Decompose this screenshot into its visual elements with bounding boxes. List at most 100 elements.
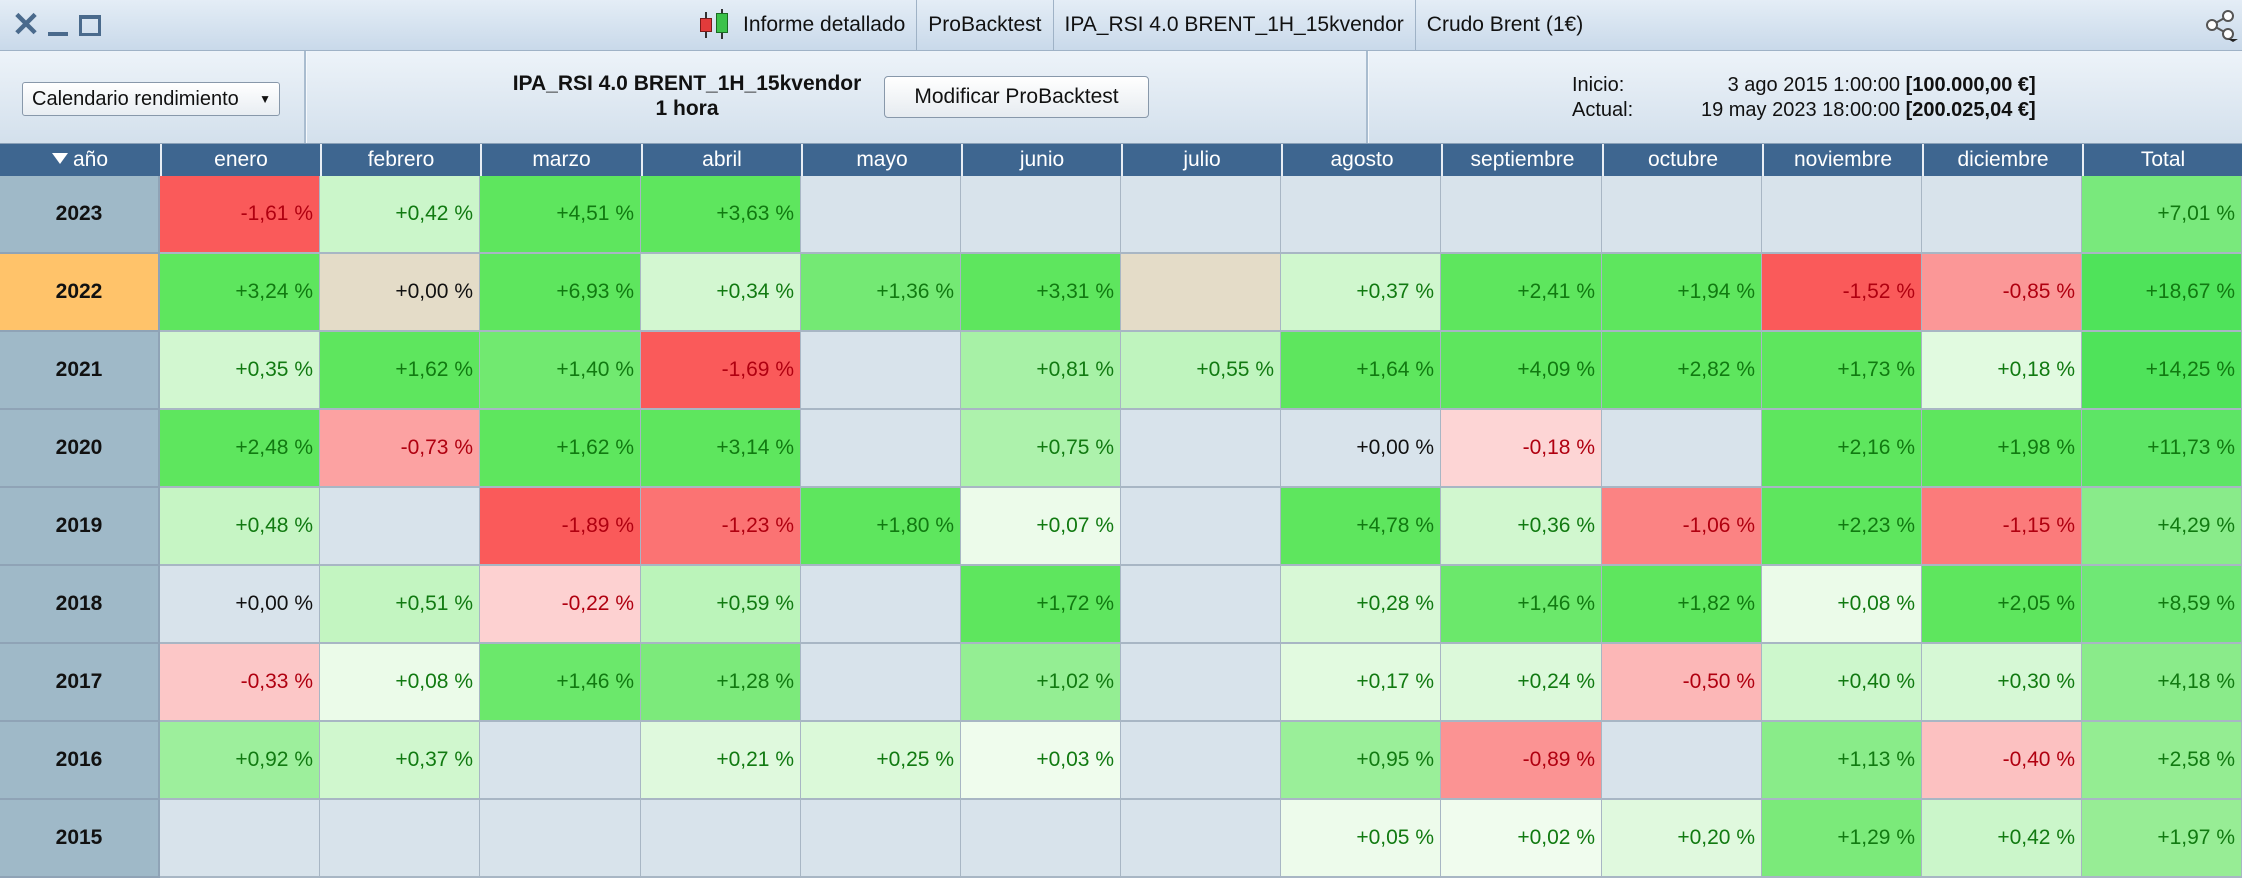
cell-2023-noviembre[interactable] [1762, 176, 1922, 254]
cell-2017-septiembre[interactable]: +0,24 % [1441, 644, 1602, 722]
cell-2015-enero[interactable] [160, 800, 320, 878]
cell-2015-septiembre[interactable]: +0,02 % [1441, 800, 1602, 878]
cell-2019-diciembre[interactable]: -1,15 % [1922, 488, 2082, 566]
cell-2018-octubre[interactable]: +1,82 % [1602, 566, 1762, 644]
cell-2019-septiembre[interactable]: +0,36 % [1441, 488, 1602, 566]
cell-2022-septiembre[interactable]: +2,41 % [1441, 254, 1602, 332]
column-header-julio[interactable]: julio [1121, 144, 1281, 176]
cell-2022-mayo[interactable]: +1,36 % [801, 254, 961, 332]
cell-2020-enero[interactable]: +2,48 % [160, 410, 320, 488]
cell-2023-mayo[interactable] [801, 176, 961, 254]
cell-2019-abril[interactable]: -1,23 % [641, 488, 801, 566]
cell-2017-julio[interactable] [1121, 644, 1281, 722]
calendar-select[interactable]: Calendario rendimiento ▼ [22, 82, 280, 116]
column-header-septiembre[interactable]: septiembre [1441, 144, 1602, 176]
row-year-2019[interactable]: 2019 [0, 488, 160, 566]
column-header-noviembre[interactable]: noviembre [1762, 144, 1922, 176]
cell-2022-enero[interactable]: +3,24 % [160, 254, 320, 332]
cell-2022-junio[interactable]: +3,31 % [961, 254, 1121, 332]
cell-2023-enero[interactable]: -1,61 % [160, 176, 320, 254]
cell-2020-marzo[interactable]: +1,62 % [480, 410, 641, 488]
row-year-2016[interactable]: 2016 [0, 722, 160, 800]
cell-2022-marzo[interactable]: +6,93 % [480, 254, 641, 332]
cell-2020-mayo[interactable] [801, 410, 961, 488]
tab-instrument[interactable]: Crudo Brent (1€) [1416, 0, 1594, 50]
cell-2016-septiembre[interactable]: -0,89 % [1441, 722, 1602, 800]
row-year-2021[interactable]: 2021 [0, 332, 160, 410]
cell-2018-diciembre[interactable]: +2,05 % [1922, 566, 2082, 644]
column-header-year[interactable]: año [0, 144, 160, 176]
cell-2023-febrero[interactable]: +0,42 % [320, 176, 480, 254]
cell-2021-agosto[interactable]: +1,64 % [1281, 332, 1441, 410]
cell-2019-marzo[interactable]: -1,89 % [480, 488, 641, 566]
cell-2019-octubre[interactable]: -1,06 % [1602, 488, 1762, 566]
cell-2016-mayo[interactable]: +0,25 % [801, 722, 961, 800]
cell-2015-abril[interactable] [641, 800, 801, 878]
cell-2018-marzo[interactable]: -0,22 % [480, 566, 641, 644]
cell-2017-marzo[interactable]: +1,46 % [480, 644, 641, 722]
cell-2015-marzo[interactable] [480, 800, 641, 878]
cell-2022-diciembre[interactable]: -0,85 % [1922, 254, 2082, 332]
cell-2017-octubre[interactable]: -0,50 % [1602, 644, 1762, 722]
cell-2018-septiembre[interactable]: +1,46 % [1441, 566, 1602, 644]
column-header-marzo[interactable]: marzo [480, 144, 641, 176]
cell-2015-agosto[interactable]: +0,05 % [1281, 800, 1441, 878]
cell-2016-julio[interactable] [1121, 722, 1281, 800]
cell-2022-febrero[interactable]: +0,00 % [320, 254, 480, 332]
cell-2020-diciembre[interactable]: +1,98 % [1922, 410, 2082, 488]
cell-2023-octubre[interactable] [1602, 176, 1762, 254]
cell-2015-julio[interactable] [1121, 800, 1281, 878]
cell-2017-agosto[interactable]: +0,17 % [1281, 644, 1441, 722]
cell-2018-mayo[interactable] [801, 566, 961, 644]
cell-2019-agosto[interactable]: +4,78 % [1281, 488, 1441, 566]
row-year-2015[interactable]: 2015 [0, 800, 160, 878]
cell-2022-julio[interactable] [1121, 254, 1281, 332]
column-header-enero[interactable]: enero [160, 144, 320, 176]
tab-strategy[interactable]: IPA_RSI 4.0 BRENT_1H_15kvendor [1054, 0, 1416, 50]
cell-2023-julio[interactable] [1121, 176, 1281, 254]
cell-2017-diciembre[interactable]: +0,30 % [1922, 644, 2082, 722]
column-header-octubre[interactable]: octubre [1602, 144, 1762, 176]
cell-2021-marzo[interactable]: +1,40 % [480, 332, 641, 410]
cell-2018-noviembre[interactable]: +0,08 % [1762, 566, 1922, 644]
cell-2018-abril[interactable]: +0,59 % [641, 566, 801, 644]
cell-2017-noviembre[interactable]: +0,40 % [1762, 644, 1922, 722]
cell-2021-enero[interactable]: +0,35 % [160, 332, 320, 410]
column-header-total[interactable]: Total [2082, 144, 2242, 176]
cell-2016-marzo[interactable] [480, 722, 641, 800]
minimize-icon[interactable] [40, 0, 76, 50]
cell-2016-octubre[interactable] [1602, 722, 1762, 800]
cell-2021-mayo[interactable] [801, 332, 961, 410]
cell-2023-abril[interactable]: +3,63 % [641, 176, 801, 254]
column-header-abril[interactable]: abril [641, 144, 801, 176]
cell-2016-enero[interactable]: +0,92 % [160, 722, 320, 800]
modify-probacktest-button[interactable]: Modificar ProBacktest [884, 76, 1149, 118]
cell-2019-febrero[interactable] [320, 488, 480, 566]
cell-2022-noviembre[interactable]: -1,52 % [1762, 254, 1922, 332]
cell-2021-julio[interactable]: +0,55 % [1121, 332, 1281, 410]
close-icon[interactable]: ✕ [11, 6, 41, 44]
cell-2017-febrero[interactable]: +0,08 % [320, 644, 480, 722]
cell-2019-julio[interactable] [1121, 488, 1281, 566]
column-header-agosto[interactable]: agosto [1281, 144, 1441, 176]
cell-2021-total[interactable]: +14,25 % [2082, 332, 2242, 410]
column-header-diciembre[interactable]: diciembre [1922, 144, 2082, 176]
cell-2017-mayo[interactable] [801, 644, 961, 722]
cell-2017-junio[interactable]: +1,02 % [961, 644, 1121, 722]
cell-2018-agosto[interactable]: +0,28 % [1281, 566, 1441, 644]
cell-2021-junio[interactable]: +0,81 % [961, 332, 1121, 410]
cell-2023-septiembre[interactable] [1441, 176, 1602, 254]
cell-2022-total[interactable]: +18,67 % [2082, 254, 2242, 332]
cell-2020-noviembre[interactable]: +2,16 % [1762, 410, 1922, 488]
column-header-junio[interactable]: junio [961, 144, 1121, 176]
cell-2018-junio[interactable]: +1,72 % [961, 566, 1121, 644]
cell-2022-agosto[interactable]: +0,37 % [1281, 254, 1441, 332]
cell-2019-total[interactable]: +4,29 % [2082, 488, 2242, 566]
share-icon[interactable] [2202, 8, 2238, 42]
cell-2017-enero[interactable]: -0,33 % [160, 644, 320, 722]
cell-2019-enero[interactable]: +0,48 % [160, 488, 320, 566]
row-year-2017[interactable]: 2017 [0, 644, 160, 722]
column-header-febrero[interactable]: febrero [320, 144, 480, 176]
tab-informe-detallado[interactable]: Informe detallado [688, 0, 918, 50]
cell-2023-marzo[interactable]: +4,51 % [480, 176, 641, 254]
